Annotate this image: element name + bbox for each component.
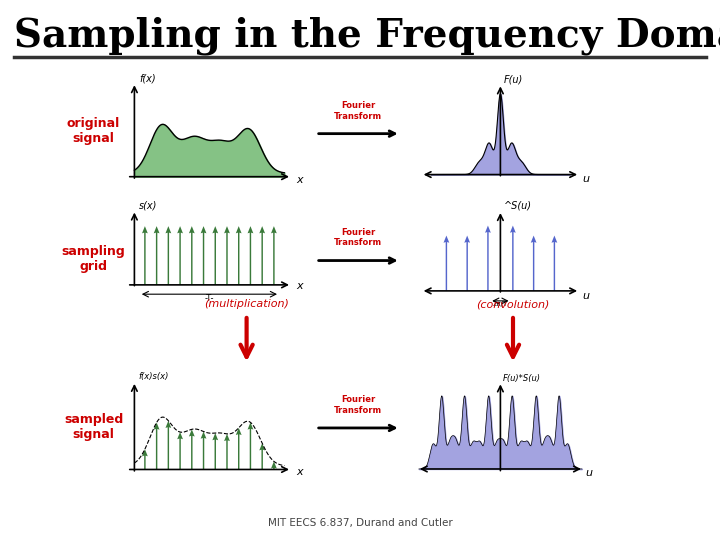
Text: Fourier
Transform: Fourier Transform: [334, 101, 382, 120]
Text: u: u: [582, 291, 589, 301]
Text: (multiplication): (multiplication): [204, 299, 289, 309]
Text: original
signal: original signal: [67, 117, 120, 145]
Text: f(x)s(x): f(x)s(x): [139, 373, 169, 381]
Text: F(u)*S(u): F(u)*S(u): [503, 374, 540, 383]
Text: Fourier
Transform: Fourier Transform: [334, 228, 382, 247]
Text: x: x: [297, 467, 303, 476]
Text: Fourier
Transform: Fourier Transform: [334, 395, 382, 415]
Text: f(x): f(x): [139, 73, 156, 84]
Text: (convolution): (convolution): [477, 299, 549, 309]
Text: u: u: [585, 468, 592, 478]
Text: MIT EECS 6.837, Durand and Cutler: MIT EECS 6.837, Durand and Cutler: [268, 518, 452, 528]
Text: 2π/T: 2π/T: [492, 301, 508, 307]
Text: s(x): s(x): [139, 200, 157, 210]
Text: Sampling in the Frequency Domain: Sampling in the Frequency Domain: [14, 16, 720, 55]
Text: -T-: -T-: [204, 294, 214, 303]
Text: u: u: [582, 174, 589, 185]
Text: x: x: [297, 174, 303, 185]
Text: sampled
signal: sampled signal: [64, 413, 123, 441]
Text: sampling
grid: sampling grid: [62, 245, 125, 273]
Text: ^S(u): ^S(u): [504, 201, 532, 211]
Text: F(u): F(u): [504, 75, 523, 85]
Text: x: x: [297, 281, 303, 291]
